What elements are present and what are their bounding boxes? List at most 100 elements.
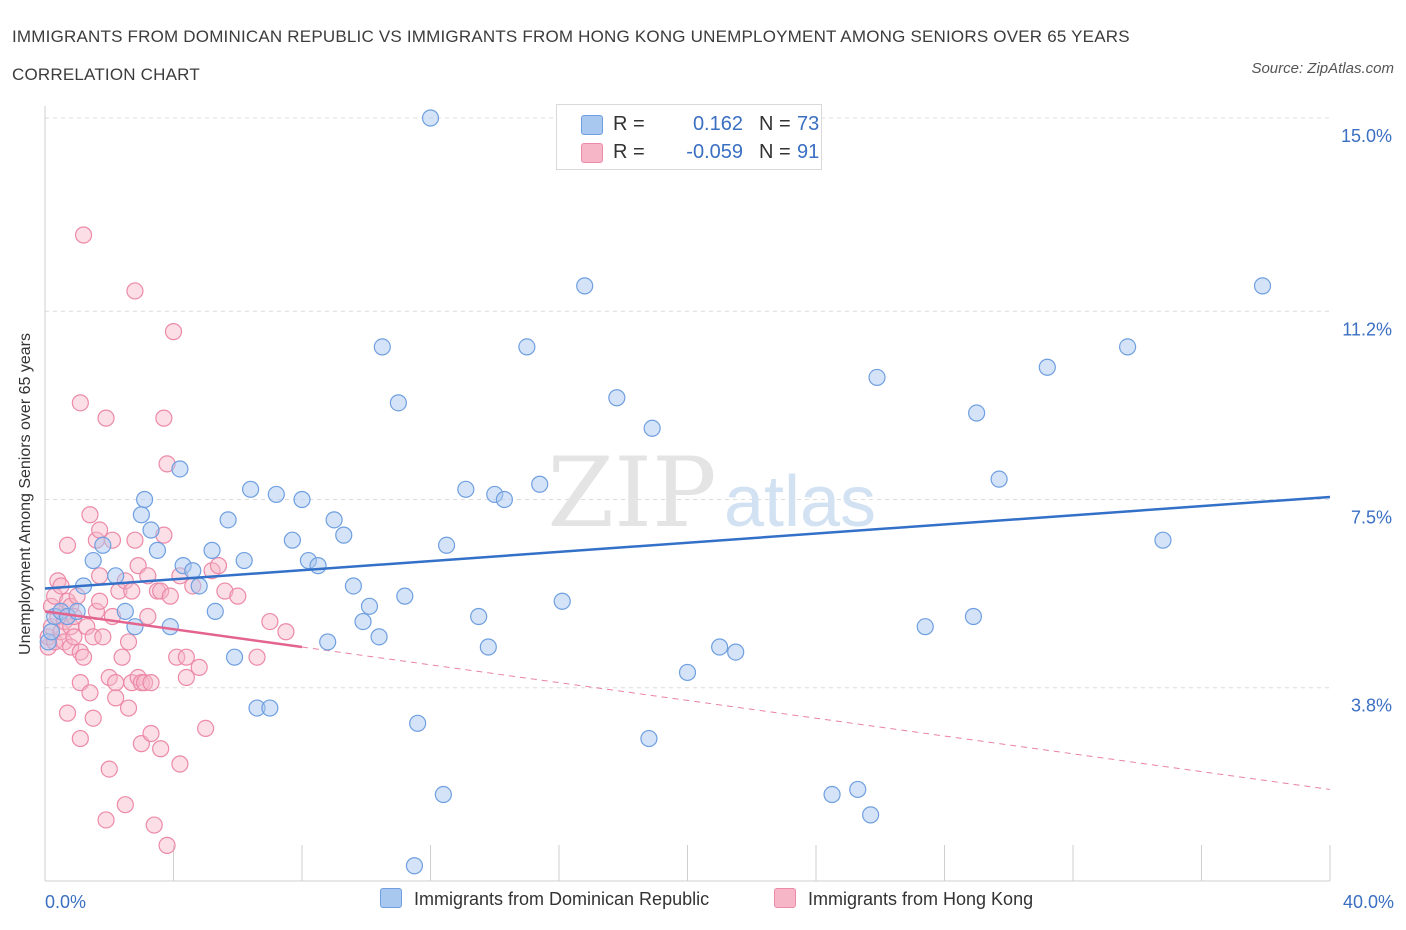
- data-point-dominican-republic: [518, 338, 536, 356]
- data-point-hong-kong: [135, 674, 154, 692]
- data-point-hong-kong: [152, 740, 170, 758]
- data-point-dominican-republic: [1038, 358, 1056, 376]
- data-point-dominican-republic: [727, 643, 745, 661]
- data-point-hong-kong: [91, 592, 109, 610]
- data-point-dominican-republic: [916, 618, 934, 636]
- data-point-hong-kong: [177, 668, 195, 687]
- legend-n-value: 73: [797, 113, 820, 135]
- legend-n-value: 91: [797, 141, 820, 163]
- data-point-hong-kong: [155, 409, 173, 427]
- legend-n-label: N =: [759, 113, 791, 135]
- y-tick-label: 7.5%: [1351, 508, 1392, 528]
- data-point-hong-kong: [248, 648, 266, 666]
- data-point-dominican-republic: [370, 628, 388, 646]
- series-dominican-republic: [39, 109, 1331, 875]
- data-point-dominican-republic: [1119, 338, 1137, 356]
- legend-r-label: R =: [613, 141, 645, 163]
- data-point-dominican-republic: [964, 607, 983, 626]
- data-point-hong-kong: [107, 689, 125, 707]
- data-point-hong-kong: [78, 618, 96, 636]
- y-tick-label: 15.0%: [1341, 126, 1392, 146]
- data-point-dominican-republic: [344, 577, 362, 595]
- legend-swatch-pink: [581, 143, 603, 163]
- x-tick-label: 0.0%: [45, 892, 86, 912]
- data-point-dominican-republic: [242, 480, 260, 498]
- data-point-hong-kong: [161, 587, 179, 605]
- data-point-dominican-republic: [319, 633, 337, 651]
- data-point-dominican-republic: [389, 394, 407, 412]
- data-point-dominican-republic: [206, 602, 224, 621]
- data-point-hong-kong: [62, 638, 80, 656]
- series-hong-kong: [39, 226, 295, 854]
- data-point-dominican-republic: [1253, 277, 1272, 295]
- data-point-hong-kong: [277, 623, 295, 641]
- data-point-hong-kong: [58, 704, 77, 722]
- bottom-legend-swatch-pink: [774, 888, 796, 908]
- data-point-hong-kong: [119, 699, 138, 717]
- trend-line-hong-kong-dashed: [301, 646, 1331, 790]
- data-point-dominican-republic: [678, 663, 697, 682]
- data-point-dominican-republic: [437, 536, 456, 554]
- data-point-dominican-republic: [161, 618, 179, 636]
- source-label: Source: ZipAtlas.com: [1251, 60, 1394, 77]
- data-point-dominican-republic: [823, 785, 841, 804]
- data-point-hong-kong: [49, 572, 67, 590]
- chart-title: IMMIGRANTS FROM DOMINICAN REPUBLIC VS IM…: [12, 27, 1130, 84]
- data-point-dominican-republic: [171, 460, 189, 478]
- data-point-hong-kong: [190, 658, 208, 676]
- data-point-dominican-republic: [309, 557, 327, 575]
- data-point-hong-kong: [197, 719, 215, 738]
- data-point-dominican-republic: [235, 551, 253, 570]
- data-point-hong-kong: [168, 648, 186, 666]
- data-point-dominican-republic: [293, 490, 311, 509]
- data-point-dominican-republic: [126, 618, 144, 636]
- data-point-dominican-republic: [325, 511, 343, 529]
- data-point-dominican-republic: [148, 541, 167, 559]
- data-point-dominican-republic: [531, 475, 549, 493]
- data-point-hong-kong: [171, 755, 189, 773]
- trend-lines: [301, 646, 1331, 790]
- data-point-hong-kong: [81, 506, 99, 524]
- data-point-dominican-republic: [135, 490, 154, 509]
- data-point-dominican-republic: [576, 277, 594, 295]
- data-point-dominican-republic: [968, 404, 986, 422]
- data-point-dominican-republic: [373, 338, 391, 356]
- data-point-dominican-republic: [225, 648, 244, 666]
- legend-n-label: N =: [759, 141, 791, 163]
- data-point-hong-kong: [71, 394, 89, 412]
- trend-line-hong-kong: [44, 610, 303, 649]
- data-point-hong-kong: [65, 628, 83, 646]
- data-point-hong-kong: [145, 816, 163, 834]
- watermark-zip: ZIP: [547, 437, 716, 549]
- data-point-hong-kong: [74, 648, 93, 666]
- data-point-dominican-republic: [283, 531, 301, 549]
- data-point-dominican-republic: [990, 470, 1008, 488]
- data-point-dominican-republic: [360, 597, 379, 615]
- data-point-hong-kong: [152, 582, 170, 600]
- data-point-hong-kong: [142, 724, 160, 743]
- data-point-hong-kong: [158, 836, 176, 854]
- tick-labels: 3.8% 7.5% 11.2% 15.0% 0.0% 40.0%: [45, 126, 1394, 912]
- data-point-hong-kong: [261, 612, 279, 631]
- data-point-hong-kong: [177, 648, 195, 666]
- data-point-dominican-republic: [405, 857, 424, 875]
- data-point-dominican-republic: [640, 729, 658, 748]
- data-point-hong-kong: [97, 811, 115, 829]
- data-point-dominican-republic: [267, 485, 285, 504]
- axes: [44, 106, 1331, 882]
- data-point-hong-kong: [164, 323, 183, 341]
- data-point-hong-kong: [119, 633, 138, 651]
- trend-line-dominican-republic: [44, 495, 1331, 590]
- data-point-hong-kong: [113, 648, 131, 666]
- data-point-dominican-republic: [434, 785, 452, 804]
- data-point-hong-kong: [100, 760, 118, 778]
- x-tick-label: 40.0%: [1343, 892, 1394, 912]
- bottom-legend-dominican-republic: Immigrants from Dominican Republic: [380, 888, 709, 910]
- data-point-dominican-republic: [219, 511, 237, 529]
- legend-r-value: 0.162: [692, 113, 743, 135]
- data-point-dominican-republic: [421, 109, 440, 127]
- data-point-hong-kong: [126, 282, 144, 300]
- data-point-hong-kong: [84, 628, 102, 646]
- data-point-hong-kong: [107, 674, 125, 692]
